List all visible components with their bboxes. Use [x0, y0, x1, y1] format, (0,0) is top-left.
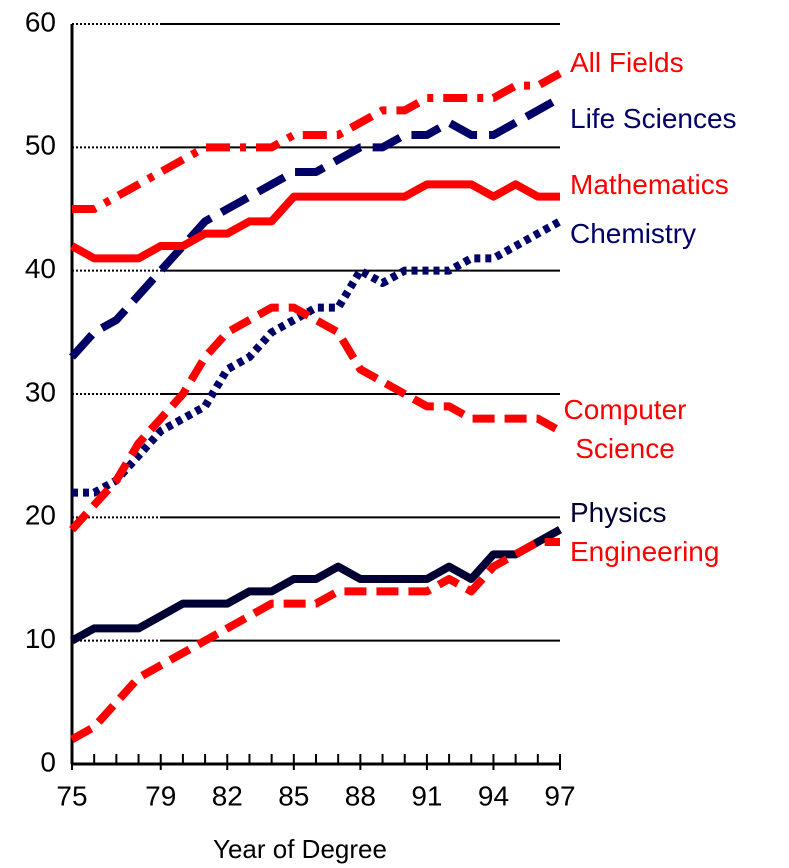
series-line [70, 538, 560, 743]
series-label: Physics [570, 497, 667, 528]
series-line [69, 94, 562, 360]
series-label: All Fields [570, 47, 684, 78]
y-tick-label: 20 [25, 500, 56, 531]
series-label: Mathematics [570, 169, 729, 200]
x-axis-label: Year of Degree [213, 834, 387, 864]
x-tick-label: 82 [212, 780, 243, 811]
series-line [72, 217, 562, 497]
series-label: Engineering [570, 536, 720, 567]
x-tick-label: 85 [278, 780, 309, 811]
x-tick-label: 88 [345, 780, 376, 811]
series-line [72, 69, 562, 213]
series-label: Chemistry [570, 218, 697, 249]
series-label: Computer Science [563, 394, 687, 464]
series-line [70, 180, 560, 263]
y-tick-label: 40 [25, 253, 56, 284]
y-tick-label: 0 [40, 746, 56, 777]
y-tick-label: 50 [25, 130, 56, 161]
x-tick-label: 91 [411, 780, 442, 811]
x-tick-label: 97 [544, 780, 575, 811]
y-tick-label: 10 [25, 623, 56, 654]
series-line [70, 526, 562, 645]
y-tick-label: 60 [25, 6, 56, 37]
x-tick-label: 94 [478, 780, 509, 811]
x-tick-label: 75 [56, 780, 87, 811]
x-tick-label: 79 [145, 780, 176, 811]
series-label: Life Sciences [570, 103, 737, 134]
series-line [69, 303, 562, 533]
y-tick-label: 30 [25, 376, 56, 407]
